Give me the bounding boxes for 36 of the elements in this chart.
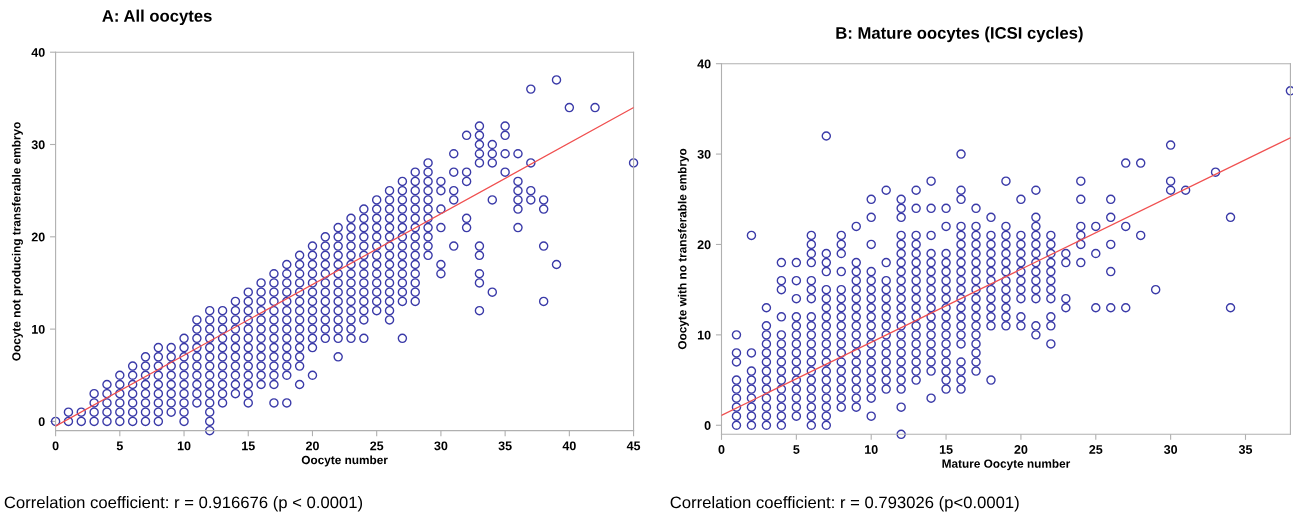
y-tick-label: 10 <box>32 324 45 334</box>
y-tick-label: 30 <box>697 149 711 159</box>
x-tick-label: 10 <box>865 445 878 454</box>
x-tick-label: 25 <box>370 441 384 451</box>
x-tick-label: 35 <box>1238 445 1253 454</box>
y-tick-label: 20 <box>31 232 45 242</box>
y-tick-label: 10 <box>697 330 711 340</box>
y-axis-title: Oocyte not producing transferable embryo <box>11 122 23 361</box>
x-tick-label: 30 <box>434 441 448 451</box>
y-tick-label: 0 <box>704 421 711 430</box>
y-tick-label: 40 <box>697 59 711 69</box>
x-tick-label: 20 <box>1014 445 1028 454</box>
x-tick-label: 0 <box>52 441 59 451</box>
y-tick-label: 40 <box>31 48 45 57</box>
x-tick-label: 20 <box>305 441 319 451</box>
x-tick-label: 5 <box>116 441 123 451</box>
x-tick-label: 0 <box>718 445 725 454</box>
x-tick-label: 15 <box>242 441 255 451</box>
x-tick-label: 35 <box>498 441 512 451</box>
chart-title: A: All oocytes <box>102 9 212 26</box>
chart-title: B: Mature oocytes (ICSI cycles) <box>836 26 1083 43</box>
x-tick-label: 25 <box>1089 445 1103 454</box>
y-axis-title: Oocyte with no transferable embryo <box>677 148 689 350</box>
text: Correlation coefficient: r = 0.916676 (p < 0.0001) <box>4 496 363 512</box>
x-tick-label: 40 <box>562 441 576 451</box>
x-tick-label: 30 <box>1163 445 1178 454</box>
y-tick-label: 20 <box>697 240 711 250</box>
x-tick-label: 5 <box>793 445 800 454</box>
x-tick-label: 45 <box>626 441 641 451</box>
x-axis-title: Oocyte number <box>301 455 388 467</box>
y-tick-label: 0 <box>38 417 45 427</box>
x-axis-title: Mature Oocyte number <box>942 459 1071 471</box>
x-tick-label: 15 <box>939 445 953 454</box>
x-tick-label: 10 <box>177 441 191 451</box>
text: Correlation coefficient: r = 0.793026 (p<0.0001) <box>670 496 1019 512</box>
y-tick-label: 30 <box>31 140 45 150</box>
